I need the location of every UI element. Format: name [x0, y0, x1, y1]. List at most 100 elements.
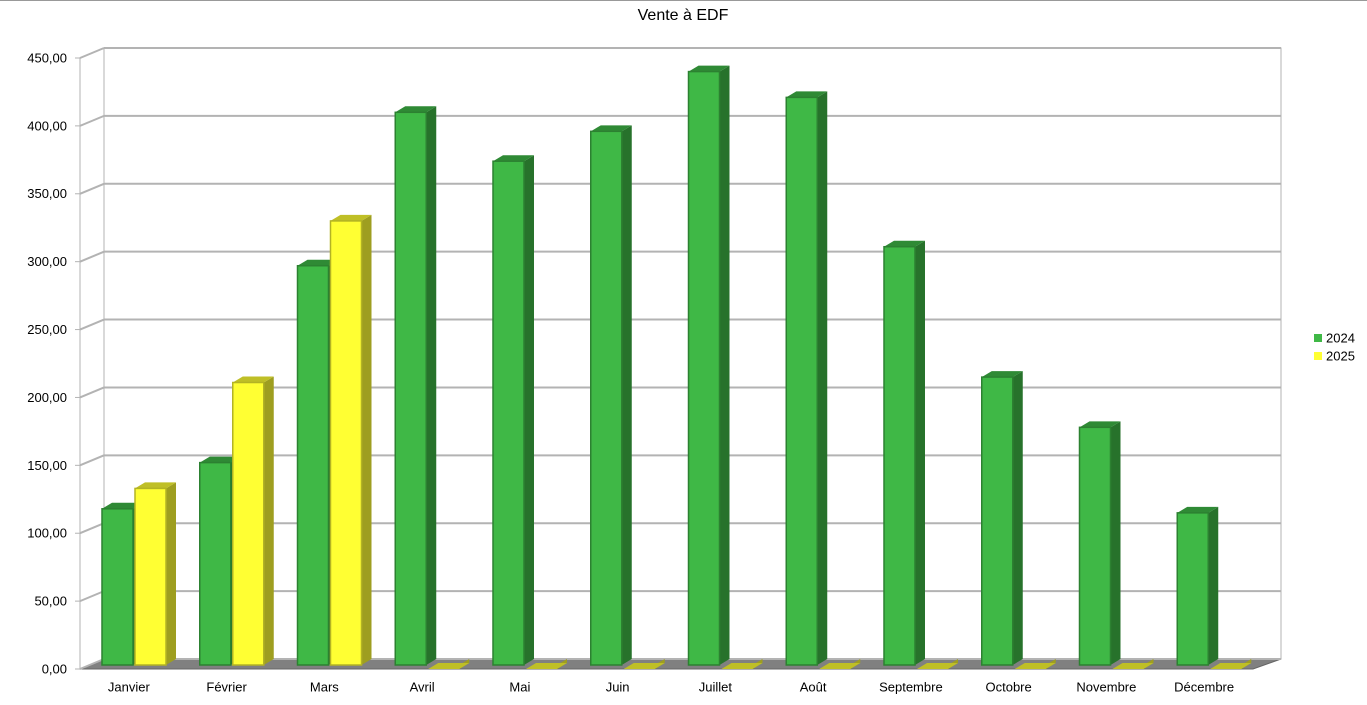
bar-top	[297, 259, 339, 266]
x-tick-label: Janvier	[108, 679, 151, 694]
bar-front	[232, 381, 265, 666]
bar	[981, 371, 1023, 666]
grid-line	[79, 114, 105, 127]
bar-side	[621, 125, 632, 665]
x-tick-label: Mai	[509, 679, 530, 694]
y-tick-label: 50,00	[34, 594, 67, 609]
y-tick-label: 150,00	[27, 458, 67, 473]
grid-line	[79, 658, 105, 670]
bar-side	[166, 482, 176, 665]
bar	[623, 659, 665, 669]
bar	[134, 482, 176, 666]
bar-side	[426, 106, 437, 666]
bar-top	[395, 106, 437, 113]
bar-side	[263, 376, 274, 665]
x-tick-label: Septembre	[879, 679, 943, 694]
bar-top	[526, 663, 567, 669]
bar-top	[493, 155, 534, 162]
bar-top	[428, 663, 470, 669]
grid-line	[79, 590, 105, 603]
x-tick-label: Mars	[310, 679, 339, 694]
bar-top	[102, 502, 143, 509]
bar	[1112, 659, 1154, 669]
bar	[917, 659, 958, 669]
bar	[1078, 421, 1121, 666]
bar	[590, 125, 632, 666]
bar-front	[687, 70, 721, 666]
bar-top	[135, 482, 176, 489]
grid-line	[79, 318, 105, 331]
bar-front	[1078, 426, 1112, 666]
bar	[1210, 659, 1252, 669]
bar-top	[590, 125, 632, 132]
bar-top	[199, 456, 241, 463]
bar	[329, 214, 372, 666]
bar-side	[1110, 421, 1121, 665]
bar-top	[917, 663, 958, 669]
x-tick-label: Août	[800, 679, 827, 694]
bar	[526, 659, 567, 669]
bar-top	[721, 663, 763, 669]
grid-line	[79, 454, 105, 467]
x-tick-label: Juillet	[699, 679, 733, 694]
x-tick-label: Novembre	[1076, 679, 1136, 694]
grid-line	[79, 250, 105, 263]
bar-front	[134, 487, 167, 666]
bar	[1014, 659, 1056, 669]
y-tick-label: 0,00	[42, 661, 67, 676]
bar	[428, 659, 470, 669]
bar-side	[524, 155, 534, 666]
bar-front	[590, 130, 623, 666]
y-tick-label: 300,00	[27, 254, 67, 269]
bar-front	[883, 245, 916, 666]
bar	[883, 240, 925, 666]
bar-top	[688, 65, 730, 72]
y-tick-label: 100,00	[27, 526, 67, 541]
bar-front	[296, 264, 330, 666]
bar-top	[1014, 663, 1056, 669]
legend-label: 2024	[1326, 330, 1355, 345]
bar-side	[1208, 506, 1219, 665]
bar-top	[819, 663, 861, 669]
bar-top	[232, 376, 274, 383]
bar	[492, 155, 534, 666]
x-tick-label: Avril	[410, 679, 435, 694]
bar	[394, 106, 437, 666]
y-tick-label: 200,00	[27, 390, 67, 405]
bar-top	[981, 371, 1023, 378]
bar-top	[1079, 421, 1121, 428]
grid-line	[79, 522, 105, 535]
bar-front	[329, 220, 363, 666]
y-tick-label: 350,00	[27, 186, 67, 201]
bar	[721, 659, 763, 669]
bar-top	[1177, 506, 1219, 513]
bar-top	[884, 240, 925, 247]
bar	[1176, 506, 1219, 666]
legend-swatch	[1314, 352, 1322, 360]
bar-top	[1112, 663, 1154, 669]
y-tick-label: 400,00	[27, 118, 67, 133]
bar-front	[981, 376, 1014, 666]
grid-line	[79, 386, 105, 399]
bar-front	[394, 111, 427, 666]
bar-front	[199, 461, 232, 666]
legend-label: 2025	[1326, 348, 1355, 363]
bar-top	[1210, 663, 1252, 669]
bar-front	[101, 508, 134, 666]
bar-top	[330, 214, 372, 221]
bar-front	[785, 96, 818, 666]
bar	[687, 65, 730, 666]
bar-top	[623, 663, 665, 669]
bar-side	[719, 65, 730, 666]
x-tick-label: Décembre	[1174, 679, 1234, 694]
bar-side	[361, 214, 372, 665]
grid-line	[79, 182, 105, 195]
bar-top	[786, 91, 828, 98]
legend-swatch	[1314, 334, 1322, 342]
x-tick-label: Février	[206, 679, 247, 694]
y-tick-label: 250,00	[27, 322, 67, 337]
bar-side	[1012, 371, 1023, 665]
bar-side	[915, 240, 925, 665]
bar	[232, 376, 274, 666]
